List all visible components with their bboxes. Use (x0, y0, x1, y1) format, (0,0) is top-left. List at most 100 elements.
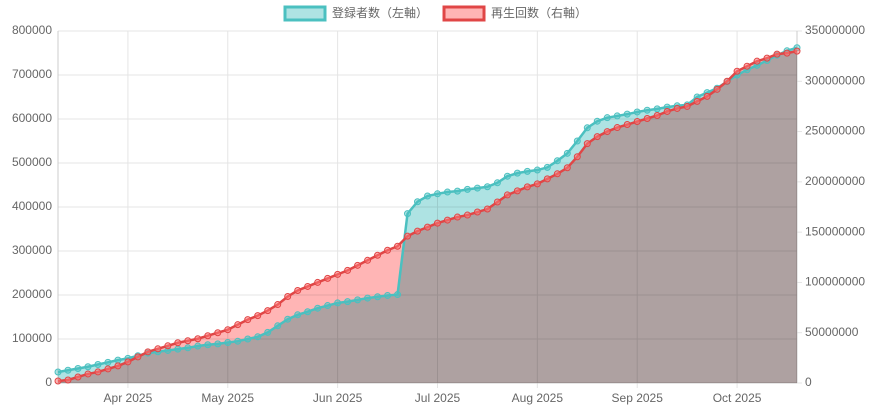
data-point (583, 140, 591, 148)
data-point (144, 348, 152, 356)
data-point (344, 266, 352, 274)
data-point (573, 153, 581, 161)
y2-tick-label: 50000000 (805, 325, 859, 339)
data-point (114, 362, 122, 370)
data-point (793, 47, 801, 55)
data-point (334, 270, 342, 278)
data-point (314, 278, 322, 286)
data-point (473, 208, 481, 216)
data-point (483, 205, 491, 213)
legend-label: 登録者数（左軸） (332, 5, 428, 20)
data-point (593, 133, 601, 141)
data-point (593, 117, 601, 125)
data-point (74, 373, 82, 381)
legend-swatch (442, 5, 486, 22)
data-point (314, 304, 322, 312)
data-point (513, 169, 521, 177)
x-tick-label: Jun 2025 (313, 391, 363, 405)
data-point (184, 344, 192, 352)
data-point (743, 62, 751, 70)
data-point (603, 128, 611, 136)
y2-tick-label: 300000000 (805, 73, 865, 87)
data-point (773, 50, 781, 58)
data-point (733, 67, 741, 75)
y-tick-label: 500000 (12, 155, 52, 169)
data-point (553, 170, 561, 178)
data-point (693, 97, 701, 105)
y-tick-label: 100000 (12, 331, 52, 345)
data-point (294, 286, 302, 294)
data-point (433, 190, 441, 198)
data-point (623, 110, 631, 118)
data-point (274, 322, 282, 330)
data-point (394, 242, 402, 250)
data-point (284, 293, 292, 301)
data-point (214, 340, 222, 348)
data-point (384, 291, 392, 299)
data-point (483, 183, 491, 191)
data-point (533, 166, 541, 174)
data-point (264, 328, 272, 336)
data-point (194, 342, 202, 350)
data-point (404, 232, 412, 240)
data-point (463, 211, 471, 219)
data-point (763, 54, 771, 62)
data-point (344, 298, 352, 306)
data-point (54, 377, 62, 385)
x-tick-label: May 2025 (201, 391, 254, 405)
x-tick-label: Jul 2025 (415, 391, 461, 405)
data-point (354, 296, 362, 304)
y-tick-label: 200000 (12, 287, 52, 301)
data-point (234, 337, 242, 345)
data-point (493, 198, 501, 206)
data-point (443, 216, 451, 224)
y-tick-label: 600000 (12, 111, 52, 125)
data-point (783, 49, 791, 57)
y-tick-label: 300000 (12, 243, 52, 257)
data-point (453, 213, 461, 221)
data-point (234, 321, 242, 329)
data-point (424, 223, 431, 231)
data-point (603, 114, 611, 122)
data-point (533, 180, 541, 188)
data-point (493, 179, 501, 187)
y-tick-label: 0 (45, 375, 52, 389)
data-point (244, 316, 252, 324)
data-point (653, 111, 661, 119)
data-point (623, 121, 631, 129)
data-point (653, 105, 661, 113)
x-tick-label: Oct 2025 (713, 391, 762, 405)
data-point (613, 124, 621, 132)
data-point (433, 219, 441, 227)
series-area (58, 51, 797, 383)
data-point (553, 157, 561, 165)
data-point (134, 353, 142, 361)
data-point (254, 333, 262, 341)
data-point (374, 251, 382, 259)
data-point (364, 256, 372, 264)
data-point (184, 337, 192, 345)
x-tick-label: Sep 2025 (612, 391, 664, 405)
data-point (683, 102, 691, 110)
data-point (663, 107, 671, 115)
y-tick-label: 400000 (12, 199, 52, 213)
y2-tick-label: 150000000 (805, 224, 865, 238)
data-point (224, 326, 232, 334)
data-point (563, 164, 571, 172)
data-point (154, 345, 162, 353)
data-point (324, 274, 332, 282)
data-point (354, 261, 362, 269)
data-point (194, 335, 202, 343)
data-point (374, 293, 382, 301)
data-point (264, 307, 272, 315)
data-point (294, 311, 302, 319)
data-point (84, 370, 92, 378)
data-point (583, 124, 591, 132)
data-point (54, 368, 62, 376)
x-tick-label: Apr 2025 (104, 391, 153, 405)
data-point (543, 175, 551, 183)
data-point (513, 187, 521, 195)
y2-tick-label: 350000000 (805, 23, 865, 37)
data-point (573, 137, 581, 145)
